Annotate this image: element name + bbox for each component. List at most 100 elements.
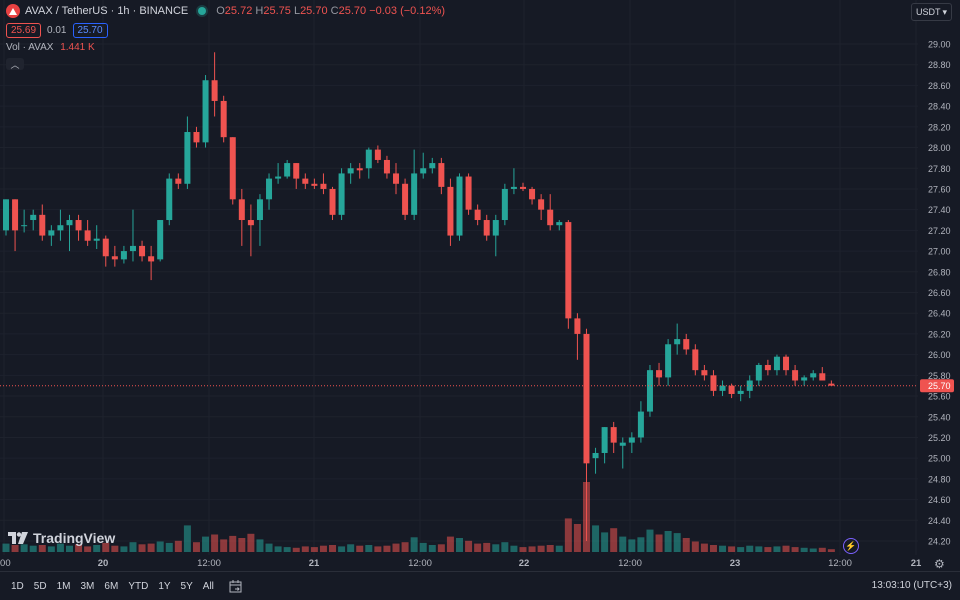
price-tick-label: 24.80 — [928, 474, 951, 484]
price-tick-label: 27.40 — [928, 205, 951, 215]
candle-body — [619, 442, 626, 446]
candle-body — [783, 356, 790, 371]
price-tick-label: 28.80 — [928, 60, 951, 70]
price-tick-label: 27.20 — [928, 226, 951, 236]
volume-bar — [247, 533, 255, 552]
volume-bar — [383, 545, 391, 552]
candle-body — [21, 225, 28, 227]
range-5d[interactable]: 5D — [33, 581, 47, 592]
candle-body — [75, 220, 82, 231]
volume-bar — [410, 537, 418, 552]
gear-icon[interactable]: ⚙ — [934, 557, 945, 571]
range-1m[interactable]: 1M — [56, 581, 71, 592]
range-3m[interactable]: 3M — [80, 581, 95, 592]
range-all[interactable]: All — [202, 581, 214, 592]
range-6m[interactable]: 6M — [104, 581, 119, 592]
price-tick-label: 27.80 — [928, 164, 951, 174]
candle-body — [610, 427, 617, 443]
time-tick-label: 21 — [911, 558, 922, 569]
volume-bar — [319, 545, 327, 552]
symbol-title[interactable]: AVAX / TetherUS · 1h · BINANCE — [25, 5, 189, 17]
candle-body — [628, 437, 635, 443]
volume-bar — [256, 539, 264, 552]
candle-body — [166, 178, 173, 221]
volume-bar — [75, 544, 83, 552]
candle-body — [102, 238, 109, 257]
candle-body — [66, 220, 73, 226]
candle-body — [148, 256, 155, 262]
candle-body — [338, 173, 345, 215]
price-tick-label: 24.60 — [928, 495, 951, 505]
chevron-up-icon[interactable]: ︿ — [6, 58, 24, 70]
candle-body — [157, 220, 164, 260]
volume-bar — [592, 525, 600, 552]
volume-bar — [528, 546, 536, 552]
volume-bar — [301, 546, 309, 552]
range-5y[interactable]: 5Y — [180, 581, 193, 592]
volume-bar — [111, 545, 119, 552]
volume-bar — [682, 538, 690, 552]
candle-body — [519, 186, 526, 189]
candle-body — [320, 183, 327, 189]
calendar-goto-icon[interactable] — [229, 580, 243, 593]
volume-bar — [338, 546, 346, 552]
volume-bar — [628, 539, 636, 552]
sell-button[interactable]: 25.69 — [6, 22, 42, 38]
candle-body — [311, 183, 318, 186]
range-1y[interactable]: 1Y — [158, 581, 171, 592]
candle-body — [492, 220, 499, 236]
market-open-dot-icon — [198, 7, 207, 15]
volume-bar — [419, 542, 427, 552]
tradingview-logo[interactable]: TradingView — [8, 530, 115, 546]
volume-bar — [165, 542, 173, 552]
spread-value: 0.01 — [47, 24, 67, 36]
candle-body — [728, 385, 735, 394]
candle-body — [12, 199, 19, 231]
trade-buttons: 25.69 0.01 25.70 — [6, 22, 108, 38]
candle-body — [574, 318, 581, 334]
time-tick-label: 21 — [309, 558, 320, 569]
utc-clock[interactable]: 13:03:10 (UTC+3) — [871, 580, 952, 591]
time-tick-label: 23 — [730, 558, 741, 569]
range-ytd[interactable]: YTD — [128, 581, 149, 592]
volume-bar — [637, 537, 645, 552]
time-tick-label: :00 — [0, 558, 11, 569]
candle-body — [701, 370, 708, 376]
last-price-tag — [920, 379, 954, 393]
candle-body — [819, 373, 826, 381]
candle-body — [420, 168, 427, 174]
candle-body — [719, 385, 726, 391]
candle-body — [238, 199, 245, 221]
candle-body — [266, 178, 273, 200]
volume-bar — [755, 546, 763, 552]
candle-body — [764, 364, 771, 371]
volume-bar — [428, 545, 436, 552]
candle-body — [483, 220, 490, 236]
volume-bar — [374, 546, 382, 552]
lightning-icon[interactable]: ⚡ — [843, 538, 859, 554]
candle-body — [93, 238, 100, 241]
volume-bar — [356, 545, 364, 552]
candle-body — [365, 149, 372, 169]
volume-bar — [329, 545, 337, 552]
price-tick-label: 28.00 — [928, 143, 951, 153]
range-1d[interactable]: 1D — [11, 581, 24, 592]
candle-body — [347, 168, 354, 174]
grid-lines — [0, 0, 918, 555]
volume-legend[interactable]: Vol · AVAX 1.441 K — [6, 42, 95, 53]
ohlc-values: O25.72 H25.75 L25.70 C25.70 −0.03 (−0.12… — [216, 5, 446, 17]
candle-body — [129, 245, 136, 252]
volume-bar — [84, 546, 92, 552]
buy-button[interactable]: 25.70 — [72, 22, 108, 38]
volume-bar — [229, 535, 237, 552]
currency-button[interactable]: USDT ▾ — [910, 3, 952, 21]
candle-body — [275, 176, 282, 179]
volume-bar — [519, 547, 527, 552]
avax-logo-icon[interactable] — [6, 4, 20, 18]
candle-body — [601, 427, 608, 453]
price-tick-label: 29.00 — [928, 40, 951, 50]
volume-bar — [492, 544, 500, 552]
price-tick-label: 24.40 — [928, 516, 951, 526]
candle-body — [547, 209, 554, 226]
